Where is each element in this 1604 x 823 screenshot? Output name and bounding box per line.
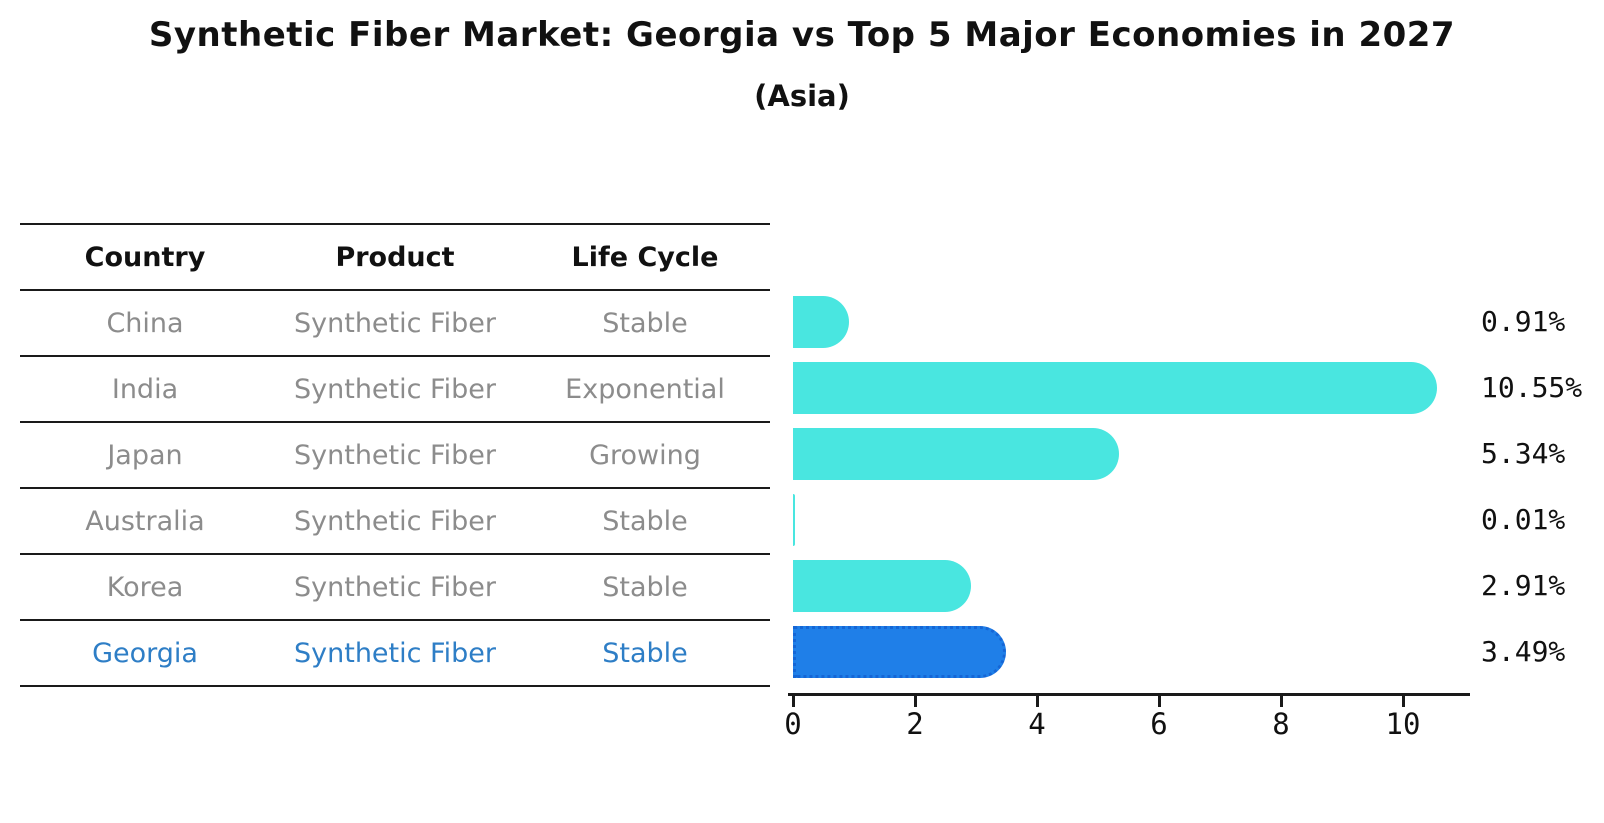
bar-india	[793, 362, 1437, 414]
table-row-georgia: Georgia Synthetic Fiber Stable	[20, 621, 770, 687]
cell-product: Synthetic Fiber	[294, 571, 496, 603]
bar-china	[793, 296, 849, 348]
cell-life-cycle: Exponential	[565, 373, 725, 405]
cell-product: Synthetic Fiber	[294, 439, 496, 471]
x-axis-tick-label: 4	[1028, 707, 1046, 741]
x-axis-tick	[1036, 694, 1039, 707]
column-header-country: Country	[84, 241, 206, 273]
cell-country: India	[111, 373, 179, 405]
table-row-china: China Synthetic Fiber Stable	[20, 291, 770, 357]
cell-country: China	[106, 307, 184, 339]
x-axis-tick-label: 2	[906, 707, 924, 741]
value-label-china: 0.91%	[1481, 305, 1566, 338]
cell-product: Synthetic Fiber	[294, 307, 496, 339]
x-axis-tick	[1158, 694, 1161, 707]
x-axis-line	[788, 693, 1470, 696]
value-label-australia: 0.01%	[1481, 503, 1566, 536]
cell-country: Korea	[106, 571, 184, 603]
x-axis-tick-label: 0	[784, 707, 802, 741]
bar-australia	[793, 494, 795, 546]
table-row-australia: Australia Synthetic Fiber Stable	[20, 489, 770, 555]
value-label-japan: 5.34%	[1481, 437, 1566, 470]
cell-product: Synthetic Fiber	[294, 373, 496, 405]
bar-japan	[793, 428, 1119, 480]
cell-product: Synthetic Fiber	[294, 505, 496, 537]
x-axis-tick-label: 8	[1272, 707, 1290, 741]
column-header-product: Product	[335, 241, 455, 273]
chart-title: Synthetic Fiber Market: Georgia vs Top 5…	[148, 15, 1456, 55]
table-row-india: India Synthetic Fiber Exponential	[20, 357, 770, 423]
cell-country: Australia	[85, 505, 205, 537]
cell-life-cycle: Stable	[602, 571, 688, 603]
cell-life-cycle: Stable	[602, 637, 688, 669]
x-axis-tick	[1402, 694, 1405, 707]
bar-georgia	[793, 626, 1006, 678]
cell-product: Synthetic Fiber	[294, 637, 496, 669]
cell-life-cycle: Stable	[602, 307, 688, 339]
value-label-georgia: 3.49%	[1481, 635, 1566, 668]
x-axis-tick-label: 10	[1385, 707, 1421, 741]
cell-life-cycle: Stable	[602, 505, 688, 537]
cell-country: Georgia	[92, 637, 198, 669]
column-header-life-cycle: Life Cycle	[571, 241, 719, 273]
table-row-japan: Japan Synthetic Fiber Growing	[20, 423, 770, 489]
table-header-row: Country Product Life Cycle	[20, 225, 770, 291]
country-table: Country Product Life Cycle China Synthet…	[20, 223, 770, 687]
bar-korea	[793, 560, 971, 612]
x-axis-tick	[914, 694, 917, 707]
x-axis-tick	[1280, 694, 1283, 707]
cell-country: Japan	[107, 439, 183, 471]
x-axis-tick-label: 6	[1150, 707, 1168, 741]
x-axis-tick	[792, 694, 795, 707]
cell-life-cycle: Growing	[589, 439, 701, 471]
value-label-india: 10.55%	[1481, 371, 1583, 404]
chart-subtitle: (Asia)	[754, 79, 850, 113]
table-row-korea: Korea Synthetic Fiber Stable	[20, 555, 770, 621]
value-label-korea: 2.91%	[1481, 569, 1566, 602]
